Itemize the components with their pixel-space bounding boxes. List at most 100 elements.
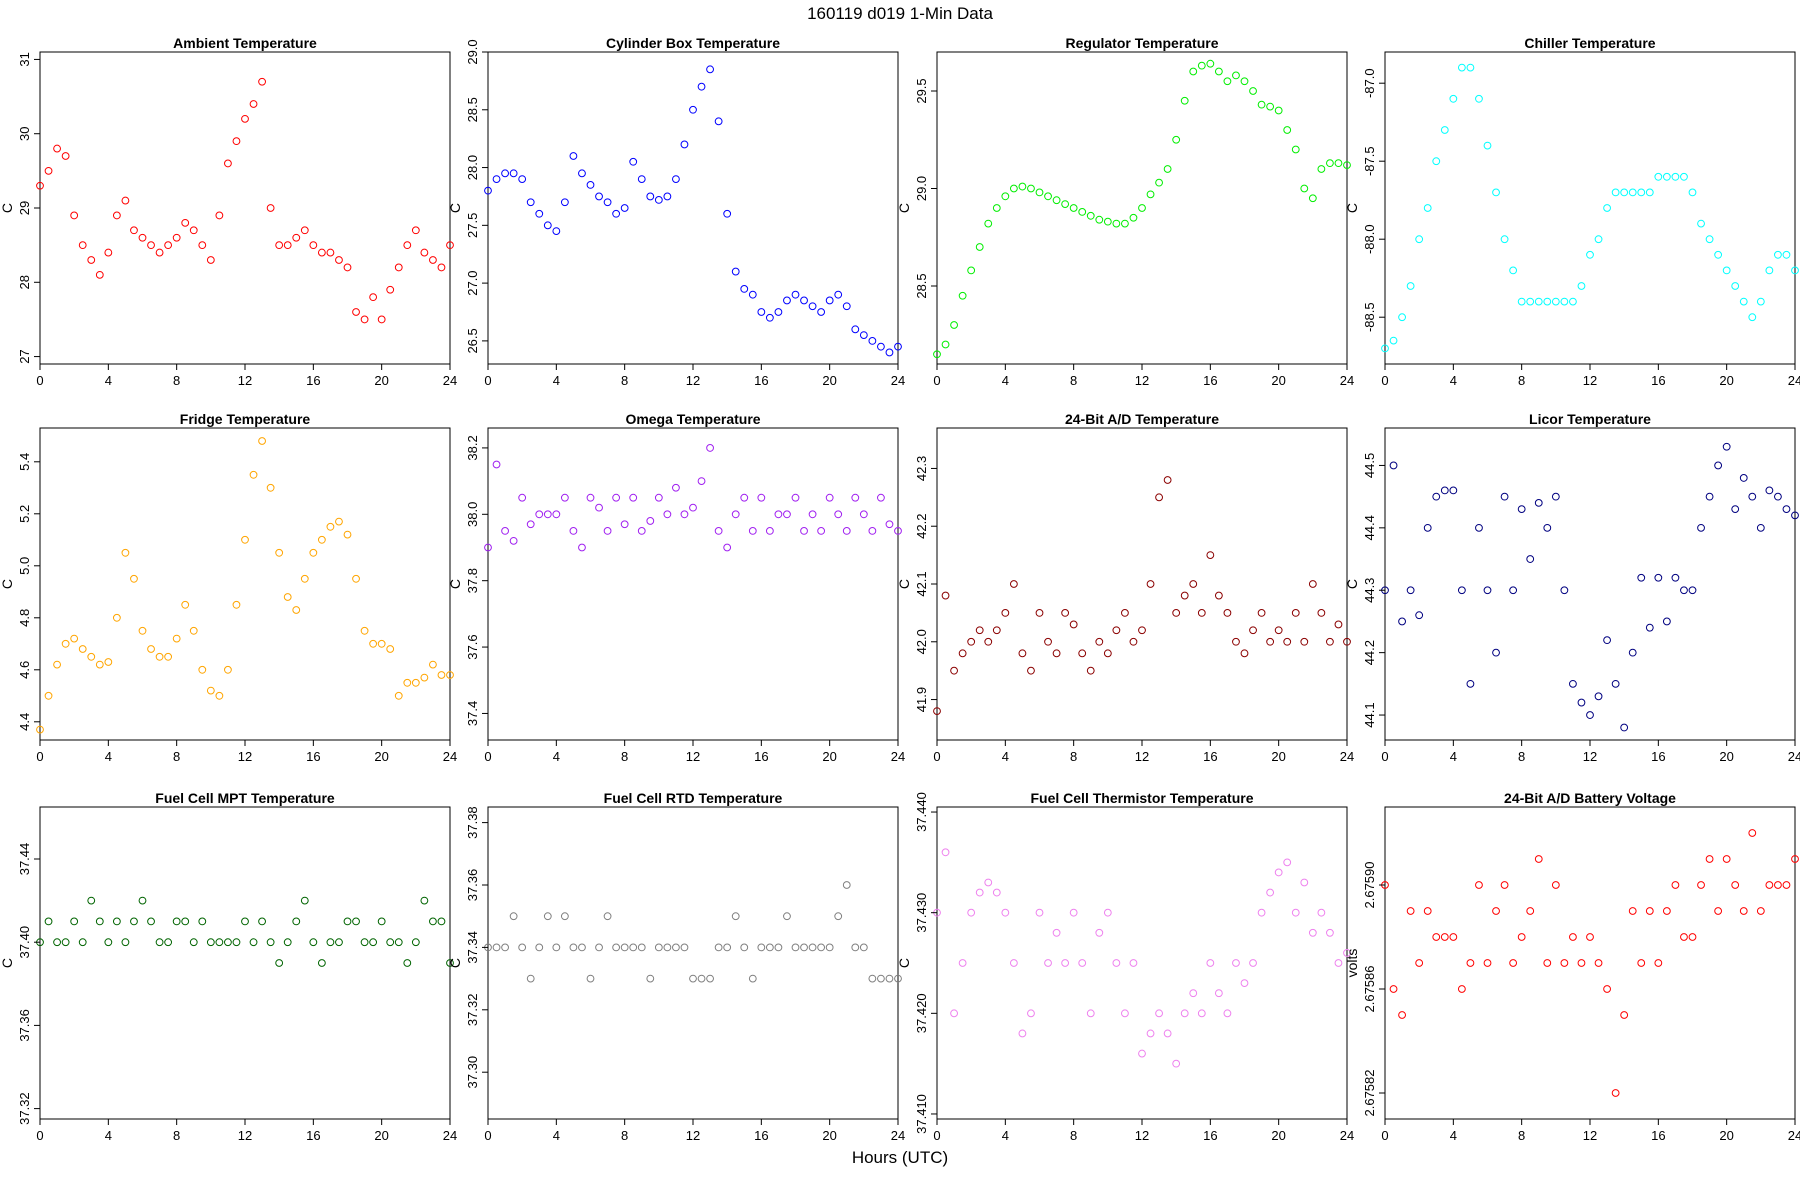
data-point	[1300, 184, 1309, 193]
data-point	[1449, 933, 1458, 941]
x-tick-label: 20	[374, 373, 388, 388]
data-point	[275, 548, 284, 557]
x-tick-label: 4	[1450, 749, 1457, 764]
data-point	[429, 917, 437, 926]
data-point	[138, 626, 147, 635]
data-point	[394, 263, 403, 272]
data-point	[155, 938, 164, 947]
x-tick-label: 12	[686, 373, 700, 388]
data-point	[543, 510, 552, 519]
x-tick-label: 24	[443, 749, 457, 764]
data-point	[774, 308, 783, 316]
data-point	[800, 296, 808, 305]
y-tick-label: 5.2	[17, 505, 32, 523]
data-point	[885, 520, 894, 529]
data-point	[1586, 250, 1594, 259]
data-point	[1283, 126, 1292, 134]
y-axis-label: C	[896, 203, 912, 213]
y-axis-label: C	[1344, 203, 1360, 213]
data-point	[1223, 1009, 1232, 1018]
data-point	[1586, 933, 1594, 941]
data-point	[112, 211, 121, 220]
data-point	[70, 211, 79, 220]
data-point	[1398, 313, 1406, 322]
data-point	[386, 645, 395, 653]
data-point	[1240, 979, 1249, 988]
data-point	[1326, 928, 1334, 937]
data-point	[1671, 172, 1680, 181]
data-point	[1163, 1029, 1172, 1038]
data-point	[975, 243, 984, 251]
data-point	[1061, 200, 1070, 209]
data-point	[663, 943, 672, 952]
data-point	[78, 241, 87, 250]
data-point	[1645, 188, 1654, 197]
x-tick-label: 16	[1651, 1128, 1665, 1143]
data-point	[1052, 928, 1061, 937]
data-point	[1052, 196, 1061, 205]
data-point	[552, 943, 561, 952]
data-point	[1112, 959, 1121, 967]
data-point	[1283, 858, 1292, 867]
data-point	[215, 938, 224, 947]
x-tick-label: 8	[621, 373, 628, 388]
data-point	[1266, 102, 1275, 111]
data-point	[868, 526, 877, 535]
data-point	[1714, 907, 1723, 915]
data-point	[757, 308, 766, 316]
panel-1: Cylinder Box Temperature 0 4 8 12 16 20 24 26.5 2…	[447, 35, 905, 388]
data-point	[1232, 637, 1240, 646]
x-tick-label: 24	[891, 749, 905, 764]
panel-title: Regulator Temperature	[1066, 35, 1219, 51]
x-tick-label: 16	[754, 749, 768, 764]
data-point	[258, 917, 266, 926]
data-point	[1423, 204, 1432, 212]
data-point	[1731, 505, 1740, 514]
y-tick-label: 37.38	[465, 806, 480, 839]
data-point	[1389, 461, 1398, 470]
plot-frame	[1384, 51, 1796, 365]
x-tick-label: 16	[1651, 749, 1665, 764]
x-tick-label: 16	[754, 373, 768, 388]
data-point	[1577, 282, 1586, 290]
data-point	[706, 974, 714, 983]
data-point	[1603, 985, 1611, 993]
plot-frame	[936, 427, 1348, 741]
data-point	[70, 917, 79, 926]
y-tick-label: 37.410	[914, 1094, 929, 1134]
data-point	[1688, 188, 1697, 197]
x-tick-label: 0	[484, 373, 491, 388]
data-point	[1138, 204, 1146, 212]
data-point	[1628, 907, 1637, 915]
data-point	[1009, 184, 1018, 193]
y-tick-label: 27.5	[465, 213, 480, 238]
data-point	[765, 313, 774, 322]
data-point	[1739, 297, 1748, 306]
data-point	[1475, 94, 1483, 103]
data-point	[1637, 959, 1646, 967]
data-point	[842, 526, 851, 535]
data-point	[1714, 250, 1723, 259]
data-point	[1138, 1049, 1146, 1058]
data-point	[206, 686, 215, 695]
data-point	[121, 938, 130, 947]
data-point	[526, 198, 535, 207]
data-point	[1671, 573, 1680, 582]
x-tick-label: 24	[1788, 373, 1800, 388]
data-point	[1214, 591, 1223, 600]
data-point	[825, 493, 834, 502]
data-point	[1731, 881, 1740, 889]
data-point	[1739, 907, 1748, 915]
data-point	[1594, 235, 1603, 244]
data-point	[446, 671, 454, 679]
x-tick-label: 8	[173, 749, 180, 764]
x-tick-label: 16	[754, 1128, 768, 1143]
data-point	[1705, 492, 1714, 501]
data-point	[1415, 959, 1424, 967]
y-tick-label: 26.5	[465, 328, 480, 353]
data-point	[1274, 106, 1283, 115]
data-point	[1249, 959, 1257, 967]
x-tick-label: 4	[1450, 373, 1457, 388]
data-point	[95, 660, 104, 669]
